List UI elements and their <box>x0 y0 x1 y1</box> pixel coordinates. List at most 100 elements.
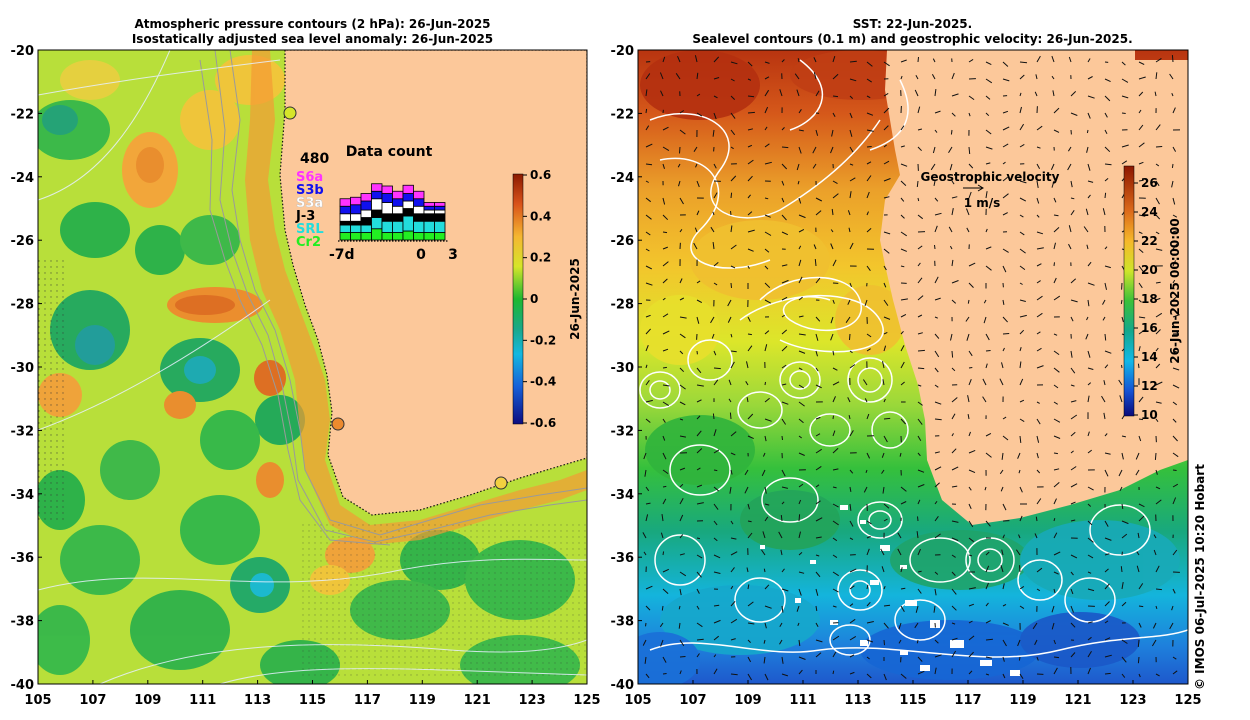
velocity-arrow <box>832 55 836 63</box>
velocity-arrow <box>985 432 992 437</box>
data-count-bar <box>371 183 383 192</box>
velocity-arrow <box>1001 362 1004 369</box>
x-tick-label: 109 <box>134 693 161 708</box>
velocity-arrow <box>764 231 772 236</box>
velocity-arrow <box>1002 435 1009 441</box>
velocity-arrow <box>951 466 959 471</box>
velocity-arrow <box>1102 316 1106 321</box>
velocity-arrow <box>1036 312 1043 318</box>
velocity-arrow <box>1087 367 1094 370</box>
velocity-arrow <box>747 211 753 216</box>
tide-gauge-marker[interactable] <box>494 476 508 490</box>
velocity-arrow <box>849 635 857 641</box>
velocity-arrow <box>798 483 804 488</box>
velocity-arrow <box>1104 95 1111 102</box>
velocity-arrow <box>900 59 907 63</box>
velocity-arrow <box>934 350 940 358</box>
data-count-bar <box>381 185 393 194</box>
velocity-arrow <box>934 654 942 658</box>
velocity-arrow <box>696 316 700 324</box>
velocity-arrow <box>713 604 720 607</box>
velocity-arrow <box>815 639 823 643</box>
velocity-arrow <box>1138 299 1142 303</box>
velocity-arrow <box>746 397 749 403</box>
tide-gauge-marker[interactable] <box>283 106 297 120</box>
velocity-arrow <box>730 567 735 573</box>
velocity-arrow <box>815 367 819 372</box>
velocity-arrow <box>900 248 907 252</box>
y-tick-label: -40 <box>11 678 35 693</box>
velocity-arrow <box>1070 210 1075 216</box>
velocity-arrow <box>1035 516 1038 522</box>
velocity-arrow <box>985 656 992 659</box>
velocity-arrow <box>898 639 902 644</box>
velocity-arrow <box>778 531 783 539</box>
data-count-bar <box>392 198 404 207</box>
velocity-arrow <box>747 61 753 67</box>
velocity-arrow <box>1087 95 1095 99</box>
velocity-arrow <box>883 92 889 97</box>
velocity-arrow <box>645 265 653 270</box>
velocity-arrow <box>849 177 856 182</box>
velocity-arrow <box>951 93 959 97</box>
velocity-arrow <box>847 210 851 216</box>
velocity-arrow <box>1053 639 1056 645</box>
tide-gauge-marker[interactable] <box>331 417 345 431</box>
velocity-arrow <box>679 467 686 471</box>
velocity-arrow <box>951 448 957 454</box>
velocity-arrow <box>781 296 788 301</box>
x-tick-label: 125 <box>573 693 600 708</box>
velocity-arrow <box>1104 192 1107 199</box>
velocity-arrow <box>815 588 819 596</box>
velocity-arrow <box>1002 61 1009 67</box>
velocity-arrow <box>660 639 664 647</box>
velocity-arrow <box>679 483 684 488</box>
velocity-arrow <box>849 568 857 573</box>
velocity-arrow <box>1121 520 1129 525</box>
velocity-arrow <box>1018 469 1021 474</box>
velocity-arrow <box>951 72 955 80</box>
velocity-arrow <box>1019 378 1024 386</box>
velocity-arrow <box>832 415 834 420</box>
velocity-arrow <box>1138 329 1145 335</box>
right-y-axis: -20 -22 -24 -26 -28 -30 -32 -34 -36 -38 -40 <box>611 44 642 693</box>
data-count-bar <box>350 232 362 241</box>
velocity-arrow <box>934 639 939 644</box>
velocity-arrow <box>900 418 906 425</box>
velocity-arrow <box>730 78 735 82</box>
velocity-arrow <box>933 180 936 186</box>
velocity-arrow <box>866 95 871 99</box>
velocity-arrow <box>934 516 939 522</box>
velocity-arrow <box>934 276 939 284</box>
velocity-arrow <box>798 109 802 114</box>
velocity-arrow <box>696 571 702 578</box>
velocity-arrow <box>764 126 768 131</box>
velocity-arrow <box>730 211 732 216</box>
velocity-arrow <box>645 108 648 114</box>
velocity-arrow <box>798 571 805 574</box>
velocity-arrow <box>645 418 651 423</box>
velocity-arrow <box>798 350 806 354</box>
velocity-arrow <box>948 146 953 154</box>
velocity-arrow <box>983 299 987 304</box>
velocity-arrow <box>764 397 770 403</box>
y-tick-label: -32 <box>611 424 635 439</box>
velocity-arrow <box>832 396 836 403</box>
velocity-arrow <box>660 90 664 97</box>
velocity-arrow <box>1121 61 1126 66</box>
velocity-arrow <box>696 502 704 505</box>
data-count-bar <box>402 193 414 202</box>
velocity-arrow <box>781 401 789 405</box>
velocity-arrow <box>1053 129 1060 133</box>
velocity-arrow <box>1087 651 1092 658</box>
velocity-arrow <box>951 433 954 437</box>
velocity-arrow <box>713 350 717 356</box>
velocity-arrow <box>1002 503 1007 511</box>
velocity-arrow <box>881 566 885 573</box>
velocity-arrow <box>1087 537 1094 543</box>
velocity-arrow <box>1034 91 1038 97</box>
velocity-arrow <box>1086 129 1089 134</box>
velocity-arrow <box>951 485 958 488</box>
colorbar-tick-label: 20 <box>1141 263 1158 277</box>
velocity-arrow <box>1053 588 1056 594</box>
